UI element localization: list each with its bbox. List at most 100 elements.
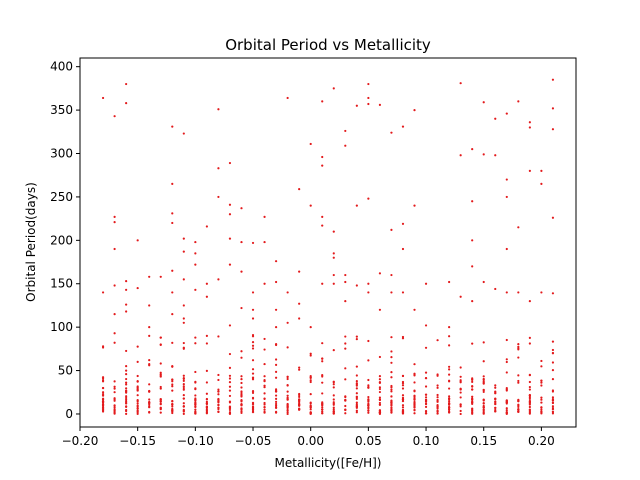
data-point [401,404,405,407]
data-point [274,388,278,391]
data-point [274,280,278,284]
data-point [136,239,139,242]
data-point [136,412,139,415]
data-point [332,398,335,401]
data-point [286,396,289,399]
data-point [101,345,105,348]
data-point [528,380,531,384]
data-point [113,341,116,344]
data-point [424,371,428,374]
data-point [378,387,382,391]
data-point [182,405,185,408]
data-point [194,252,197,255]
data-point [194,399,197,402]
data-point [101,401,105,404]
data-point [355,382,358,385]
data-point [298,270,301,273]
data-point [298,407,301,410]
data-point [505,178,508,181]
data-point [136,388,139,391]
data-point [136,360,139,363]
data-point [332,349,335,352]
data-point [355,387,358,390]
data-point [390,350,393,353]
data-point [367,282,370,285]
data-point [540,412,543,415]
data-point [125,412,128,415]
data-point [517,379,520,383]
data-point [263,397,266,400]
data-point [436,400,439,403]
data-point [413,204,416,207]
data-point [148,304,151,307]
data-point [263,375,266,378]
data-point [459,403,462,406]
data-point [171,383,174,386]
data-point [298,317,301,320]
y-tick-label: 0 [65,407,73,421]
data-point [217,167,220,170]
data-point [401,247,405,251]
data-point [101,96,105,100]
data-point [321,342,324,345]
data-point [424,385,428,388]
data-point [459,409,462,413]
data-point [298,302,301,305]
data-point [448,344,451,347]
data-point [194,342,197,345]
data-point [551,78,555,81]
data-point [101,404,105,407]
data-point [413,406,416,409]
data-point [251,368,255,371]
data-point [148,334,151,337]
data-point [263,385,266,389]
data-point [471,148,474,151]
data-point [540,169,543,172]
data-point [125,387,128,390]
data-point [125,400,128,403]
data-point [332,256,335,259]
data-point [390,273,393,277]
data-point [182,374,185,377]
data-point [205,369,208,372]
data-point [505,247,508,251]
data-point [205,405,208,409]
data-point [217,393,220,396]
data-point [482,406,485,409]
data-point [482,389,485,392]
data-point [332,410,335,413]
data-point [113,215,116,218]
data-point [298,188,301,191]
data-point [367,406,370,409]
data-point [240,403,243,407]
data-point [344,300,347,303]
data-point [378,403,382,406]
data-point [448,411,451,414]
data-point [182,410,185,413]
data-point [240,240,243,244]
data-point [448,373,451,376]
data-point [263,392,266,395]
data-point [182,321,185,324]
data-point [251,317,255,320]
x-tick-label: 0.00 [297,434,324,448]
data-point [263,408,266,411]
data-point [321,282,324,285]
data-point [540,365,543,368]
data-point [344,398,347,401]
data-point [194,402,197,405]
data-point [551,410,555,413]
data-point [482,379,485,383]
data-point [424,402,428,405]
data-point [378,375,382,378]
data-point [344,412,347,415]
data-point [136,286,139,290]
data-point [251,405,255,408]
data-point [517,348,520,351]
data-point [517,291,520,294]
data-point [505,388,508,391]
data-point [125,381,128,384]
data-point [286,377,289,381]
data-point [413,374,416,377]
